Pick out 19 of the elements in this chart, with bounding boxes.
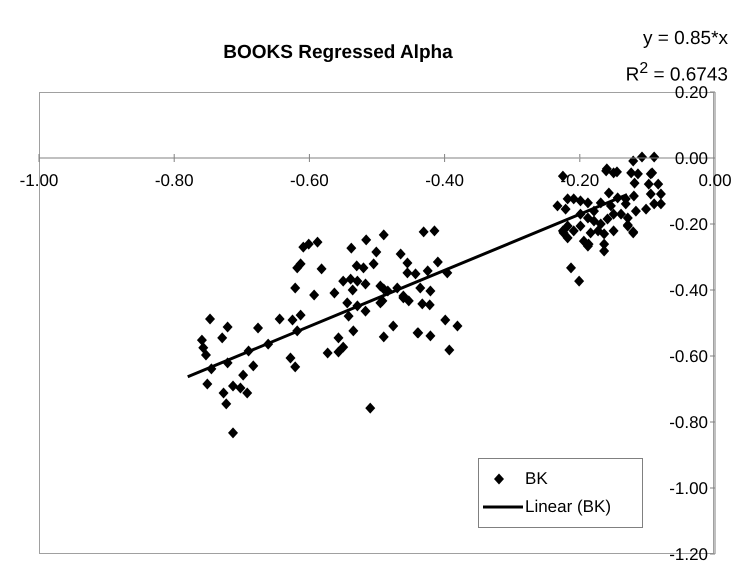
x-tick-label: -0.80 <box>154 171 194 190</box>
text: y = 0.85*x <box>642 28 728 50</box>
x-tick-label: -0.40 <box>425 171 464 190</box>
x-tick-label: -0.20 <box>560 171 600 190</box>
y-tick-label: -1.20 <box>669 545 708 564</box>
legend-label: BK <box>525 469 548 489</box>
x-tick-label: -1.00 <box>20 171 58 190</box>
y-tick-label: 0.00 <box>674 149 708 168</box>
y-tick-label: -0.40 <box>669 281 708 300</box>
y-tick-label: -1.00 <box>669 479 708 498</box>
text: R$^{2}$ = 0.6743 <box>624 60 728 86</box>
y-tick-label: 0.20 <box>674 83 708 102</box>
legend-label: Linear (BK) <box>525 497 611 517</box>
x-tick-label: -0.60 <box>290 171 329 190</box>
y-tick-label: -0.60 <box>669 347 708 366</box>
x-tick-label: 0.00 <box>698 171 732 190</box>
chart-title: BOOKS Regressed Alpha <box>222 42 454 64</box>
y-tick-label: -0.20 <box>669 215 708 234</box>
y-tick-label: -0.80 <box>669 413 708 432</box>
